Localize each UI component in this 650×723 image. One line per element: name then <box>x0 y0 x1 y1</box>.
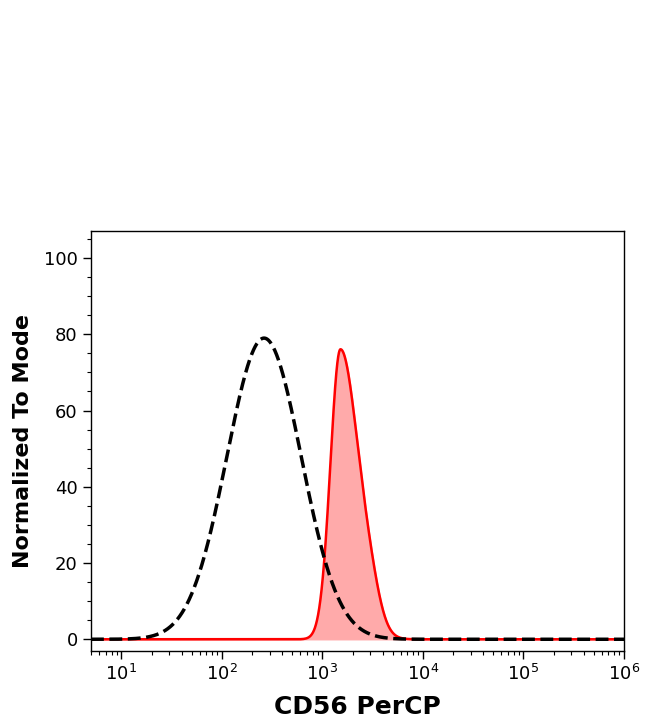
Y-axis label: Normalized To Mode: Normalized To Mode <box>13 314 32 568</box>
X-axis label: CD56 PerCP: CD56 PerCP <box>274 695 441 719</box>
Legend: CD3-CD56-, CD3-CD56+: CD3-CD56-, CD3-CD56+ <box>337 76 495 170</box>
